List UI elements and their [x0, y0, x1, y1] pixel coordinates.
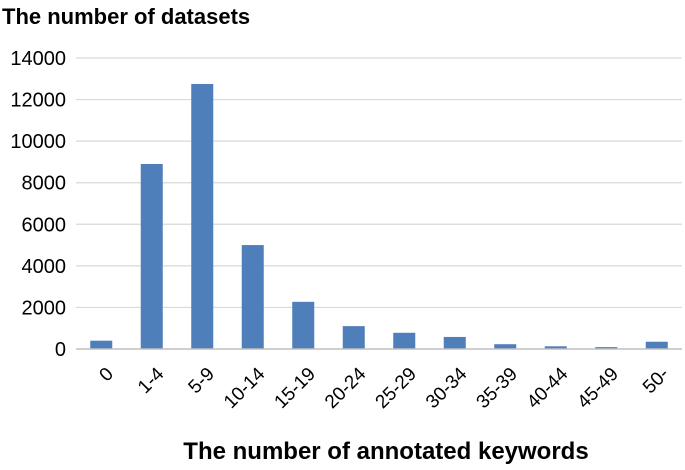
- y-axis-title: The number of datasets: [2, 4, 250, 29]
- bar-20-24: [342, 326, 365, 349]
- bar-45-49: [595, 347, 618, 349]
- y-tick-label: 2000: [22, 297, 67, 319]
- y-tick-label: 12000: [10, 90, 66, 112]
- y-tick-label: 8000: [22, 173, 67, 195]
- bar-10-14: [241, 245, 264, 349]
- x-tick-label: 15-19: [271, 364, 320, 413]
- x-tick-label: 1-4: [134, 363, 169, 398]
- x-tick-label: 25-29: [372, 364, 421, 413]
- y-tick-label: 14000: [10, 48, 66, 70]
- bar-15-19: [292, 301, 315, 349]
- bar-40-44: [544, 346, 567, 349]
- y-tick-labels: 0 2000 4000 6000 8000 10000 12000 14000: [10, 48, 66, 361]
- y-tick-label: 10000: [10, 131, 66, 153]
- x-tick-label: 50-: [639, 364, 673, 398]
- y-tick-label: 4000: [22, 256, 67, 278]
- x-tick-label: 45-49: [574, 364, 623, 413]
- bar-0: [90, 340, 113, 349]
- gridlines: [76, 57, 682, 309]
- x-tick-label: 5-9: [185, 364, 219, 398]
- bars: [90, 83, 668, 349]
- x-tick-labels: 0 1-4 5-9 10-14 15-19 20-24 25-29 30-34 35-39 40-…: [96, 363, 674, 413]
- x-tick-label: 30-34: [422, 363, 472, 413]
- x-tick-label: 20-24: [321, 363, 371, 413]
- bar-25-29: [393, 332, 416, 349]
- bar-35-39: [494, 344, 517, 349]
- x-tick-label: 40-44: [523, 363, 573, 413]
- x-tick-label: 35-39: [473, 364, 522, 413]
- y-tick-label: 0: [55, 339, 66, 361]
- bar-30-34: [443, 336, 466, 349]
- x-tick-label: 10-14: [220, 363, 270, 413]
- bar-50-: [645, 341, 668, 349]
- bar-1-4: [140, 164, 163, 349]
- y-tick-label: 6000: [22, 214, 67, 236]
- x-tick-label: 0: [96, 364, 118, 386]
- x-axis-title: The number of annotated keywords: [183, 438, 588, 465]
- bar-5-9: [191, 83, 214, 349]
